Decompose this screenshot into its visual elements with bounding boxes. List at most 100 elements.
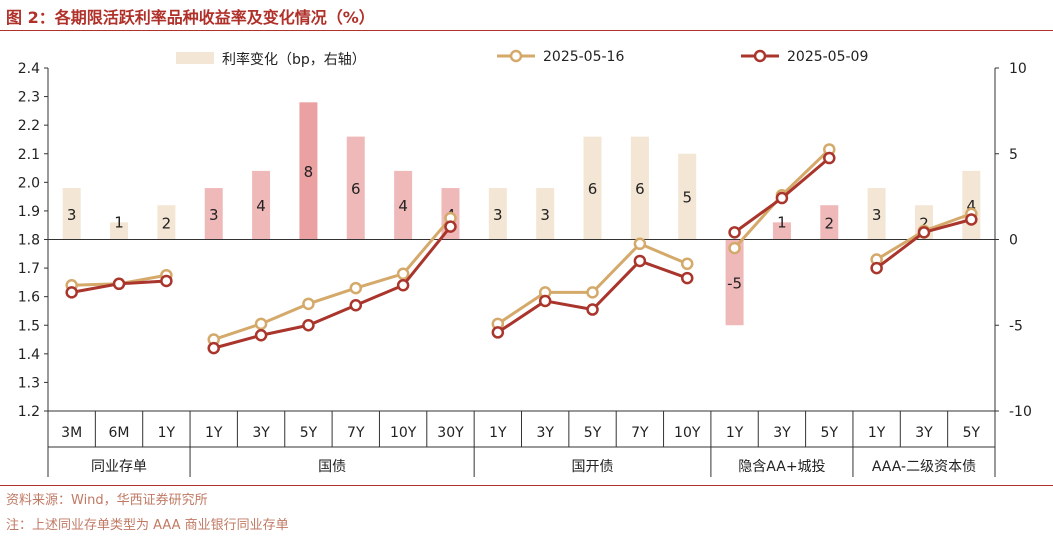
series-point-0516	[680, 257, 694, 271]
bar	[820, 205, 839, 240]
category-label: 6M	[109, 425, 130, 441]
series-point-0516	[302, 297, 315, 311]
category-label: 30Y	[437, 425, 464, 441]
right-tick-label: -5	[1009, 318, 1023, 334]
bar-value-label: 3	[209, 206, 219, 224]
bar	[204, 188, 223, 240]
series-line-0509	[213, 225, 452, 350]
left-tick-label: 2.1	[18, 147, 40, 163]
series-line-0516	[213, 217, 452, 341]
figure-title: 图 2：各期限活跃利率品种收益率及变化情况（%）	[6, 8, 375, 27]
bar	[772, 222, 791, 240]
series-point-0509	[444, 220, 457, 233]
bar-value-label: 3	[493, 206, 503, 224]
bar	[299, 102, 318, 240]
series-point-0509	[538, 294, 552, 308]
legend-bar-label: 利率变化（bp，右轴）	[222, 51, 366, 68]
category-label: 1Y	[489, 425, 507, 441]
group-label: AAA-二级资本债	[872, 459, 976, 475]
bar-value-label: 2	[162, 214, 172, 232]
left-tick-label: 1.4	[18, 347, 40, 363]
right-tick-label: 5	[1009, 147, 1018, 163]
left-tick-label: 2.0	[18, 175, 40, 191]
series-point-0509	[112, 277, 126, 291]
left-tick-label: 1.9	[18, 204, 40, 220]
series-point-0509	[65, 286, 78, 299]
series-point-0516	[254, 317, 268, 331]
right-tick-label: -10	[1009, 404, 1032, 420]
legend-line-0509-marker	[753, 49, 767, 63]
bar	[157, 205, 176, 240]
footer-rule	[0, 485, 1053, 486]
right-tick-label: 0	[1009, 233, 1018, 249]
bar-value-label: 4	[967, 197, 977, 215]
series-point-0509	[207, 341, 220, 355]
category-label: 3Y	[252, 425, 270, 441]
bar-value-label: 3	[872, 206, 882, 224]
series-point-0516	[396, 267, 410, 281]
series-point-0509	[917, 226, 931, 239]
series-point-0509	[775, 191, 789, 205]
right-tick-label: 10	[1009, 61, 1027, 77]
category-label: 5Y	[584, 425, 602, 441]
legend-line-0516-label: 2025-05-16	[543, 49, 624, 65]
bar	[252, 170, 271, 240]
left-tick-label: 1.5	[18, 318, 40, 334]
bar-value-label: -5	[727, 274, 742, 292]
category-label: 1Y	[726, 425, 744, 441]
bar-value-label: 5	[682, 189, 692, 207]
bar	[394, 170, 413, 240]
left-tick-label: 1.6	[18, 290, 40, 306]
bar-value-label: 6	[635, 180, 645, 198]
series-point-0509	[823, 151, 836, 165]
legend-line-0516-marker	[509, 49, 523, 63]
series-point-0509	[633, 254, 647, 268]
series-point-0509	[965, 213, 978, 226]
series-point-0509	[160, 274, 173, 288]
footnote: 注：上述同业存单类型为 AAA 商业银行同业存单	[6, 518, 289, 533]
series-point-0509	[302, 319, 315, 332]
bar	[867, 188, 886, 240]
series-point-0509	[349, 298, 363, 312]
source-note: 资料来源：Wind，华西证券研究所	[6, 493, 208, 508]
category-label: 10Y	[390, 425, 417, 441]
bar	[110, 222, 129, 240]
group-label: 国开债	[572, 459, 614, 475]
bar	[678, 153, 697, 240]
category-label: 5Y	[963, 425, 981, 441]
bar	[62, 188, 81, 240]
category-label: 10Y	[674, 425, 701, 441]
bar-value-label: 3	[67, 206, 77, 224]
group-label: 隐含AA+城投	[738, 459, 825, 475]
title-rule	[0, 30, 1053, 31]
bar-value-label: 6	[351, 180, 361, 198]
category-label: 7Y	[631, 425, 649, 441]
series-point-0516	[349, 281, 363, 295]
axes: 1.2 1.3 1.4 1.5 1.6 1.7 1.8 1.9 2.0 2.1 2.2 2.3 2.4 -…	[18, 61, 1032, 477]
category-label: 5Y	[300, 425, 318, 441]
bar-value-label: 4	[256, 197, 266, 215]
left-tick-label: 2.2	[18, 118, 40, 134]
bar	[488, 188, 507, 240]
bar-value-label: 6	[588, 180, 598, 198]
category-label: 1Y	[868, 425, 886, 441]
category-label: 3Y	[773, 425, 791, 441]
bar-value-label: 3	[540, 206, 550, 224]
series-point-0509	[396, 278, 410, 292]
left-tick-label: 2.4	[18, 61, 40, 77]
bar-value-label: 1	[114, 214, 124, 232]
category-label: 1Y	[205, 425, 223, 441]
legend-line-0509-label: 2025-05-09	[787, 49, 868, 65]
left-tick-label: 1.8	[18, 233, 40, 249]
bar-value-label: 4	[398, 197, 408, 215]
category-label: 3Y	[915, 425, 933, 441]
left-tick-label: 1.3	[18, 375, 40, 391]
category-label: 5Y	[821, 425, 839, 441]
bar	[536, 188, 555, 240]
bar	[725, 239, 744, 326]
legend: 利率变化（bp，右轴） 2025-05-16 2025-05-09	[176, 49, 868, 68]
bar	[346, 136, 365, 240]
line-series	[65, 143, 978, 355]
